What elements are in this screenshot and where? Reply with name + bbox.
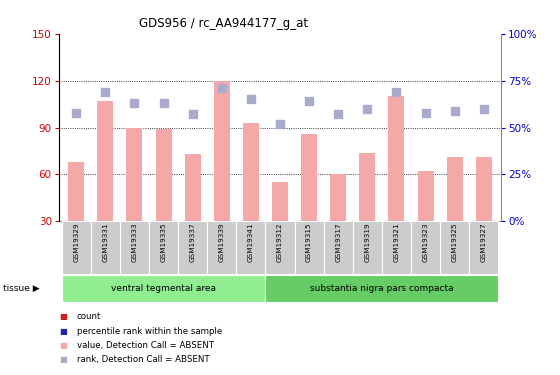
- Text: GSM19335: GSM19335: [161, 223, 166, 262]
- Text: GSM19329: GSM19329: [73, 223, 80, 262]
- Bar: [91, 221, 120, 274]
- Text: GSM19323: GSM19323: [423, 223, 428, 262]
- Text: GDS956 / rc_AA944177_g_at: GDS956 / rc_AA944177_g_at: [139, 17, 309, 30]
- Text: substantia nigra pars compacta: substantia nigra pars compacta: [310, 284, 454, 293]
- Text: percentile rank within the sample: percentile rank within the sample: [77, 327, 222, 336]
- Text: GSM19333: GSM19333: [132, 223, 137, 262]
- Point: [479, 106, 488, 112]
- Bar: [214, 81, 230, 221]
- Text: GSM19315: GSM19315: [306, 223, 312, 262]
- Point: [276, 121, 284, 127]
- Bar: [476, 157, 492, 221]
- Text: GSM19331: GSM19331: [102, 223, 109, 262]
- Bar: [185, 154, 200, 221]
- Point: [421, 110, 430, 116]
- Text: GSM19312: GSM19312: [277, 223, 283, 262]
- Bar: [149, 221, 178, 274]
- Text: GSM19339: GSM19339: [219, 223, 225, 262]
- Text: ■: ■: [59, 341, 67, 350]
- Bar: [127, 128, 142, 221]
- Bar: [411, 221, 440, 274]
- Text: ventral tegmental area: ventral tegmental area: [111, 284, 216, 293]
- Bar: [243, 123, 259, 221]
- Text: count: count: [77, 312, 101, 321]
- Text: GSM19321: GSM19321: [394, 223, 399, 262]
- Text: GSM19341: GSM19341: [248, 223, 254, 262]
- Bar: [418, 171, 433, 221]
- Text: rank, Detection Call = ABSENT: rank, Detection Call = ABSENT: [77, 355, 209, 364]
- Bar: [156, 129, 171, 221]
- Bar: [469, 221, 498, 274]
- Bar: [97, 101, 113, 221]
- Bar: [265, 221, 295, 274]
- Point: [305, 98, 314, 104]
- Point: [217, 85, 226, 91]
- Bar: [440, 221, 469, 274]
- Text: ■: ■: [59, 355, 67, 364]
- Bar: [382, 221, 411, 274]
- Text: GSM19319: GSM19319: [365, 223, 370, 262]
- Bar: [295, 221, 324, 274]
- Text: ■: ■: [59, 312, 67, 321]
- Point: [159, 100, 168, 106]
- Text: tissue ▶: tissue ▶: [3, 284, 39, 293]
- Text: GSM19337: GSM19337: [190, 223, 195, 262]
- Text: GSM19325: GSM19325: [451, 223, 458, 262]
- Text: GSM19327: GSM19327: [480, 223, 487, 262]
- Point: [72, 110, 81, 116]
- Bar: [62, 221, 91, 274]
- Text: GSM19317: GSM19317: [335, 223, 341, 262]
- Bar: [447, 157, 463, 221]
- Point: [246, 96, 255, 102]
- Point: [101, 89, 110, 95]
- Point: [188, 111, 197, 117]
- Bar: [178, 221, 207, 274]
- Bar: [120, 221, 149, 274]
- Point: [334, 111, 343, 117]
- Bar: [353, 221, 382, 274]
- Bar: [389, 96, 404, 221]
- Bar: [62, 275, 265, 302]
- Bar: [330, 174, 346, 221]
- Bar: [265, 275, 498, 302]
- Text: value, Detection Call = ABSENT: value, Detection Call = ABSENT: [77, 341, 214, 350]
- Bar: [207, 221, 236, 274]
- Point: [392, 89, 401, 95]
- Bar: [360, 153, 375, 221]
- Bar: [301, 134, 317, 221]
- Bar: [324, 221, 353, 274]
- Point: [450, 108, 459, 114]
- Bar: [272, 182, 288, 221]
- Bar: [68, 162, 84, 221]
- Point: [130, 100, 139, 106]
- Text: ■: ■: [59, 327, 67, 336]
- Bar: [236, 221, 265, 274]
- Point: [363, 106, 372, 112]
